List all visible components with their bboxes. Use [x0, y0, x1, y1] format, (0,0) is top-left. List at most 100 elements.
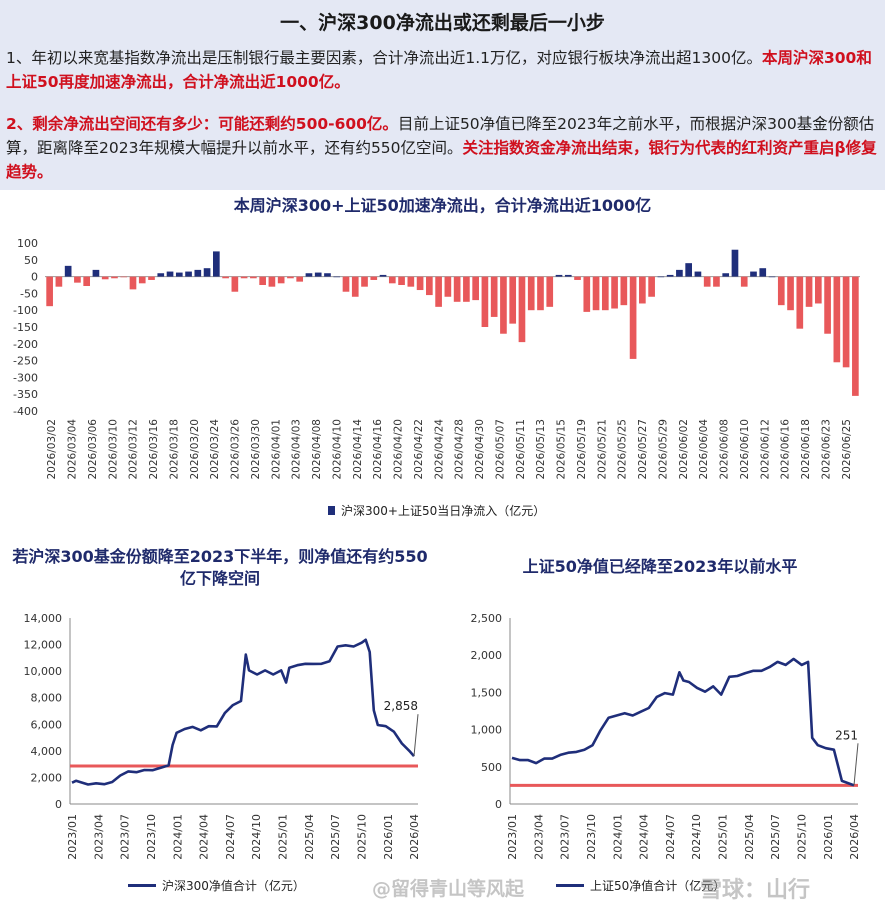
- bar: [296, 276, 304, 282]
- bar: [175, 272, 183, 277]
- x-tick-label: 2026/04/30: [474, 419, 486, 480]
- bar: [648, 276, 655, 297]
- bar: [259, 276, 266, 285]
- x-tick-label: 2026/05/25: [617, 419, 629, 480]
- csi300-chart-title: 若沪深300基金份额降至2023下半年，则净值还有约550亿下降空间: [12, 547, 428, 588]
- bar: [546, 276, 554, 307]
- bar: [185, 271, 192, 277]
- bar-chart: 100 50 0 -50 -100 -150 -200 -250 -300 -350 -400 202…: [13, 237, 860, 480]
- y-tick-label: 14,000: [24, 612, 63, 625]
- csi300-line-chart: 0 2,000 4,000 6,000 8,000 10,000 12,000 14,000 2…: [24, 612, 422, 860]
- bar: [620, 276, 628, 306]
- x-tick-label: 2025/01: [277, 814, 290, 860]
- end-value-label: 251: [835, 728, 858, 742]
- bar: [426, 276, 433, 296]
- bar: [639, 276, 646, 304]
- bar: [852, 276, 859, 396]
- bar: [740, 276, 748, 287]
- bar: [518, 276, 526, 343]
- x-tick-label: 2025/10: [355, 814, 368, 860]
- series-line: [511, 657, 855, 787]
- x-tick-label: 2024/01: [171, 814, 184, 860]
- y-tick-label: 10,000: [24, 665, 63, 678]
- x-tick-label: 2026/04/20: [393, 419, 405, 480]
- bar: [74, 276, 81, 283]
- x-tick-label: 2026/05/19: [576, 419, 588, 480]
- y-tick-label: -250: [13, 355, 38, 368]
- paragraph-2-text: 目前上证50净值已降至2023年之前水平，而根据沪深300基金份额估算，距离降至…: [6, 115, 875, 157]
- x-tick-label: 2026/04/03: [291, 419, 303, 480]
- bar: [342, 276, 350, 292]
- x-tick-label: 2024/01: [611, 814, 624, 860]
- paragraph-1-highlight: 本周沪深300和上证50再度加速净流出，合计净流出近1000亿。: [6, 49, 872, 91]
- x-tick-label: 2023/04: [532, 814, 545, 860]
- y-tick-label: -200: [13, 338, 38, 351]
- x-tick-label: 2025/04: [743, 814, 756, 860]
- csi300-chart-legend: 沪深300净值合计（亿元）: [128, 877, 305, 894]
- x-tick-label: 2023/01: [506, 814, 519, 860]
- x-tick-label: 2025/10: [795, 814, 808, 860]
- x-tick-label: 2026/01: [382, 814, 395, 860]
- sse50-chart-title: 上证50净值已经降至2023年以前水平: [522, 557, 798, 576]
- bar: [101, 276, 109, 280]
- bar: [370, 276, 378, 280]
- y-tick-label: 2,500: [471, 612, 503, 625]
- bar-chart-legend: 沪深300+上证50当日净流入（亿元）: [328, 502, 545, 519]
- bar: [583, 276, 591, 312]
- bar: [203, 268, 211, 277]
- y-tick-label: -100: [13, 304, 38, 317]
- x-tick-label: 2023/10: [585, 814, 598, 860]
- bar: [111, 276, 118, 279]
- bar: [324, 273, 331, 277]
- y-tick-label: 12,000: [24, 639, 63, 652]
- y-tick-label: -150: [13, 321, 38, 334]
- bar: [787, 276, 794, 311]
- bar: [463, 276, 470, 302]
- page-title: 一、沪深300净流出或还剩最后一小步: [280, 12, 605, 34]
- bar: [601, 276, 609, 311]
- x-tick-label: 2023/01: [66, 814, 79, 860]
- x-tick-label: 2026/04/22: [413, 419, 425, 480]
- x-tick-label: 2023/04: [92, 814, 105, 860]
- y-tick-label: 8,000: [31, 692, 63, 705]
- bar: [611, 276, 618, 309]
- bar: [148, 276, 155, 280]
- header-panel: 一、沪深300净流出或还剩最后一小步 1、年初以来宽基指数净流出是压制银行最主要…: [0, 0, 885, 190]
- x-tick-label: 2026/04/08: [311, 419, 323, 480]
- bar: [527, 276, 535, 311]
- legend-swatch: [328, 506, 335, 515]
- bar: [46, 276, 53, 307]
- bar: [472, 276, 479, 301]
- bar: [379, 274, 387, 277]
- bar: [796, 276, 804, 329]
- bar: [361, 276, 368, 287]
- bar: [277, 276, 285, 284]
- x-tick-label: 2024/04: [198, 814, 211, 860]
- bar: [250, 276, 257, 279]
- bar: [213, 251, 220, 277]
- y-tick-label: 6,000: [31, 718, 63, 731]
- y-tick-label: -400: [13, 405, 38, 418]
- paragraph-1-text: 1、年初以来宽基指数净流出是压制银行最主要因素，合计净流出近1.1万亿，对应银行…: [6, 49, 762, 67]
- bar: [750, 271, 757, 277]
- x-tick-label: 2023/07: [119, 814, 132, 860]
- x-tick-label: 2026/06/12: [759, 419, 771, 480]
- y-tick-label: 1,000: [471, 724, 503, 737]
- bar: [407, 276, 415, 287]
- x-tick-label: 2026/06/04: [698, 419, 710, 480]
- bar: [713, 276, 720, 287]
- bar: [824, 276, 831, 334]
- bar: [731, 249, 739, 277]
- series-line: [71, 638, 415, 786]
- end-value-label: 2,858: [384, 699, 418, 713]
- bar: [287, 276, 294, 279]
- bar: [555, 274, 563, 277]
- x-tick-label: 2025/04: [303, 814, 316, 860]
- x-tick-label: 2024/10: [690, 814, 703, 860]
- bar: [333, 276, 341, 278]
- bar: [592, 276, 600, 311]
- legend-swatch: [556, 884, 584, 887]
- x-tick-label: 2024/10: [250, 814, 263, 860]
- bar: [685, 263, 692, 277]
- y-tick-label: -300: [13, 371, 38, 384]
